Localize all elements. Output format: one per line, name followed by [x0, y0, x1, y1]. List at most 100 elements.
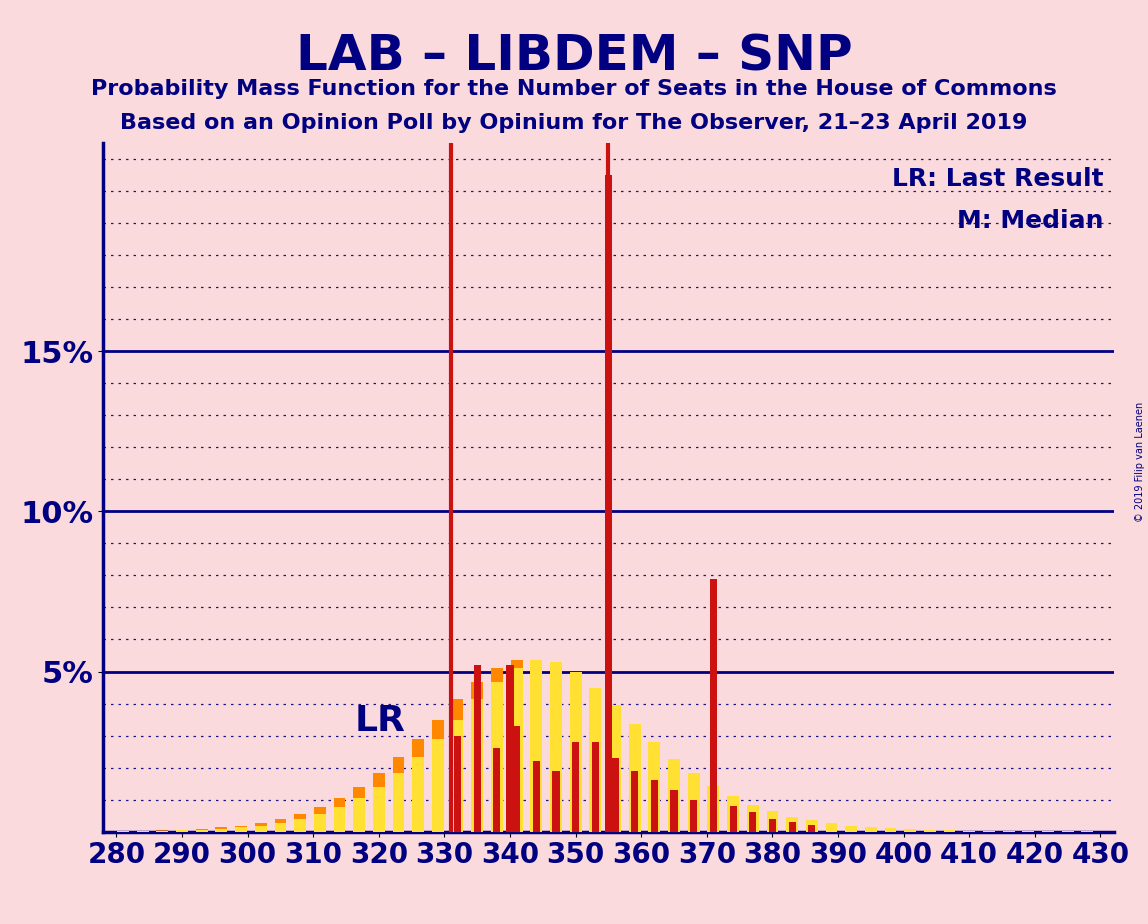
Bar: [137, 831, 148, 832]
Bar: [294, 819, 307, 832]
Bar: [196, 829, 208, 832]
Text: © 2019 Filip van Laenen: © 2019 Filip van Laenen: [1135, 402, 1145, 522]
Bar: [688, 785, 699, 832]
Bar: [393, 773, 404, 832]
Bar: [491, 682, 503, 832]
Bar: [963, 831, 975, 832]
Bar: [589, 687, 602, 832]
Bar: [825, 825, 837, 832]
Bar: [707, 796, 720, 832]
Text: Based on an Opinion Poll by Opinium for The Observer, 21–23 April 2019: Based on an Opinion Poll by Opinium for …: [121, 113, 1027, 133]
Bar: [354, 798, 365, 832]
Bar: [451, 720, 464, 832]
Bar: [255, 825, 266, 832]
Bar: [156, 831, 169, 832]
Bar: [707, 785, 720, 832]
Bar: [334, 798, 346, 832]
Bar: [605, 176, 612, 832]
Bar: [373, 773, 385, 832]
Bar: [651, 781, 658, 832]
Bar: [905, 830, 916, 832]
Bar: [572, 742, 580, 832]
Bar: [255, 822, 266, 832]
Bar: [845, 827, 858, 832]
Bar: [924, 831, 936, 832]
Bar: [511, 661, 522, 832]
Bar: [235, 827, 247, 832]
Bar: [176, 830, 188, 832]
Bar: [631, 771, 638, 832]
Bar: [569, 672, 582, 832]
Bar: [432, 720, 444, 832]
Bar: [864, 827, 877, 832]
Bar: [530, 662, 542, 832]
Bar: [533, 761, 540, 832]
Bar: [513, 726, 520, 832]
Bar: [786, 817, 798, 832]
Bar: [373, 786, 385, 832]
Bar: [313, 814, 326, 832]
Bar: [668, 773, 680, 832]
Bar: [845, 825, 858, 832]
Bar: [472, 682, 483, 832]
Bar: [235, 825, 247, 832]
Bar: [944, 831, 955, 832]
Bar: [649, 742, 660, 832]
Bar: [668, 759, 680, 832]
Bar: [216, 827, 227, 832]
Text: M: Median: M: Median: [957, 209, 1103, 233]
Bar: [924, 830, 936, 832]
Bar: [709, 578, 718, 832]
Bar: [727, 805, 739, 832]
Bar: [747, 811, 759, 832]
Bar: [767, 811, 778, 832]
Text: LAB – LIBDEM – SNP: LAB – LIBDEM – SNP: [296, 32, 852, 80]
Bar: [750, 812, 757, 832]
Bar: [313, 807, 326, 832]
Bar: [610, 705, 621, 832]
Bar: [905, 830, 916, 832]
Bar: [511, 668, 522, 832]
Bar: [591, 742, 599, 832]
Bar: [767, 817, 778, 832]
Bar: [472, 699, 483, 832]
Bar: [806, 823, 817, 832]
Bar: [334, 807, 346, 832]
Bar: [690, 799, 697, 832]
Bar: [274, 822, 286, 832]
Bar: [393, 758, 404, 832]
Bar: [729, 806, 737, 832]
Bar: [451, 699, 464, 832]
Bar: [629, 724, 641, 832]
Bar: [412, 758, 424, 832]
Bar: [629, 742, 641, 832]
Bar: [670, 790, 677, 832]
Text: LR: LR: [355, 704, 405, 738]
Bar: [274, 819, 286, 832]
Bar: [494, 748, 501, 832]
Bar: [769, 819, 776, 832]
Bar: [506, 665, 513, 832]
Bar: [688, 773, 699, 832]
Bar: [196, 830, 208, 832]
Bar: [864, 829, 877, 832]
Bar: [432, 739, 444, 832]
Bar: [806, 821, 817, 832]
Bar: [474, 665, 481, 832]
Bar: [550, 672, 561, 832]
Bar: [786, 821, 798, 832]
Bar: [569, 687, 582, 832]
Bar: [610, 724, 621, 832]
Bar: [491, 668, 503, 832]
Bar: [612, 758, 619, 832]
Bar: [747, 805, 759, 832]
Bar: [885, 829, 897, 832]
Bar: [294, 814, 307, 832]
Bar: [944, 831, 955, 832]
Text: Probability Mass Function for the Number of Seats in the House of Commons: Probability Mass Function for the Number…: [91, 79, 1057, 99]
Bar: [453, 736, 461, 832]
Bar: [354, 786, 365, 832]
Bar: [530, 661, 542, 832]
Bar: [216, 829, 227, 832]
Text: LR: Last Result: LR: Last Result: [892, 167, 1103, 191]
